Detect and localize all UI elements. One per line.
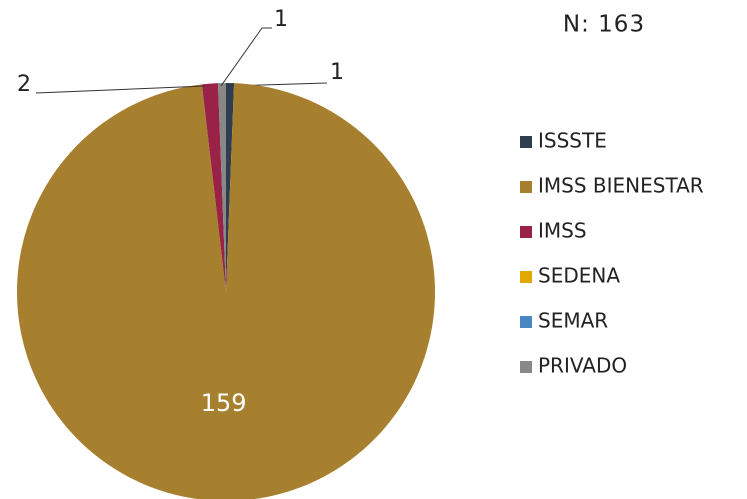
legend-label: ISSSTE (538, 129, 607, 153)
legend-swatch (520, 226, 532, 238)
leader-line (220, 27, 272, 87)
legend-label: PRIVADO (538, 354, 627, 378)
legend-label: SEMAR (538, 309, 608, 333)
legend-label: SEDENA (538, 264, 620, 288)
pie-slice (17, 83, 435, 499)
legend-label: IMSS (538, 219, 587, 243)
legend-swatch (520, 361, 532, 373)
pie-slice (217, 83, 226, 292)
legend-swatch (520, 316, 532, 328)
legend-swatch (520, 136, 532, 148)
pie-slice (226, 83, 235, 292)
chart-title: N: 163 (563, 12, 645, 38)
pie-slice (201, 83, 226, 292)
legend-swatch (520, 271, 532, 283)
data-label: 2 (17, 72, 31, 97)
data-label: 159 (201, 389, 247, 417)
legend-swatch (520, 181, 532, 193)
data-label: 1 (274, 7, 288, 32)
legend-label: IMSS BIENESTAR (538, 174, 704, 198)
leader-line (35, 85, 206, 94)
data-label: 1 (330, 60, 344, 85)
